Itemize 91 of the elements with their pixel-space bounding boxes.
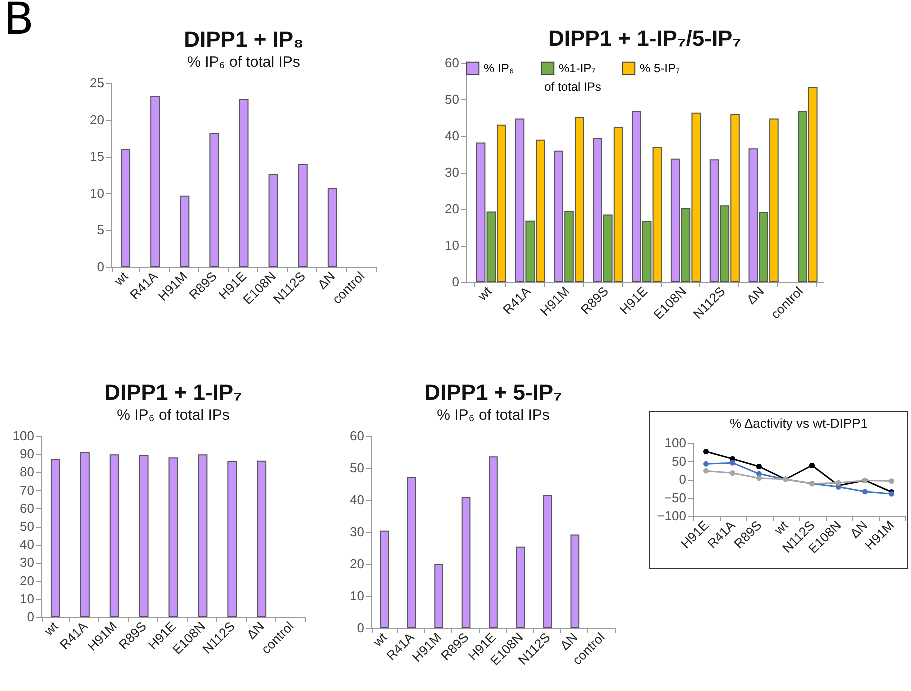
y-tick-label: 10: [20, 591, 34, 606]
y-tick-label: 40: [20, 537, 34, 552]
bar: [180, 196, 190, 268]
y-tick-label: 20: [90, 112, 104, 128]
bar: [380, 530, 390, 628]
y-tick-label: 40: [350, 492, 364, 508]
chart-title: DIPP1 + 1-IP₇: [104, 380, 242, 405]
chart-subtitle: % IP₆ of total IPs: [117, 407, 230, 424]
y-tick-label: 90: [20, 446, 34, 462]
y-tick-label: 25: [90, 76, 104, 90]
point: [756, 464, 762, 470]
x-tick-label: ΔN: [314, 268, 338, 292]
point: [836, 480, 842, 486]
point: [889, 478, 894, 484]
bar: [168, 458, 178, 618]
bar: [257, 460, 267, 618]
y-tick-label: −50: [664, 490, 686, 506]
x-tick-label: wt: [110, 268, 132, 290]
y-tick-label: 0: [357, 620, 364, 636]
bar: [110, 454, 120, 618]
bar: [239, 99, 249, 268]
y-tick-label: 60: [20, 500, 34, 516]
legend-title: of total IPs: [544, 80, 602, 94]
text: B: [4, 0, 34, 45]
bar: [570, 534, 580, 628]
x-tick-label: wt: [370, 630, 390, 650]
bar: [328, 188, 338, 268]
bar: [121, 149, 131, 268]
legend-label: % 5-IP₇: [640, 61, 680, 76]
y-tick-label: 30: [445, 165, 460, 180]
y-tick-label: 0: [97, 260, 104, 274]
bar: [210, 133, 220, 268]
point: [704, 461, 709, 467]
y-tick-label: 30: [350, 524, 364, 540]
point: [862, 489, 868, 495]
y-tick-label: 60: [445, 56, 460, 70]
y-tick-label: 30: [20, 555, 34, 570]
point: [730, 460, 736, 466]
bar: [298, 164, 308, 268]
point: [730, 470, 736, 476]
bar: [544, 495, 552, 628]
bar: [80, 452, 90, 618]
y-tick-label: 70: [20, 482, 34, 498]
y-tick-label: 100: [664, 436, 686, 450]
bar: [489, 456, 498, 628]
point: [704, 468, 709, 474]
y-tick-label: 20: [445, 202, 460, 216]
chart-title: DIPP1 + 1-IP₇/5-IP₇: [548, 26, 742, 51]
point: [810, 462, 815, 468]
y-tick-label: 50: [20, 519, 34, 534]
x-tick-label: wt: [474, 284, 496, 304]
x-tick-label: wt: [40, 618, 62, 640]
bar: [150, 96, 160, 268]
x-tick-label: ΔN: [244, 618, 268, 642]
legend-label: %1-IP₇: [559, 61, 596, 76]
y-tick-label: 20: [350, 556, 364, 572]
y-tick-label: 5: [97, 222, 104, 238]
bar: [434, 564, 444, 628]
y-tick-label: 0: [27, 610, 34, 624]
chart-title: % Δactivity vs wt-DIPP1: [730, 416, 868, 431]
y-tick-label: 100: [12, 428, 34, 444]
x-tick-label: ΔN: [744, 284, 768, 308]
bar: [50, 459, 60, 618]
chart-title: DIPP1 + 5-IP₇: [424, 380, 562, 405]
bar: [462, 497, 471, 628]
y-tick-label: 15: [90, 149, 104, 164]
y-tick-label: 60: [350, 428, 364, 444]
y-tick-label: −100: [657, 508, 686, 524]
bar: [198, 454, 208, 618]
bar: [268, 174, 278, 268]
chart-title: DIPP1 + IP₈: [184, 27, 304, 52]
y-tick-label: 10: [90, 186, 104, 201]
bar: [228, 461, 238, 618]
y-tick-label: 0: [452, 274, 460, 290]
y-tick-label: 10: [445, 238, 460, 253]
chart-subtitle: % IP₆ of total IPs: [188, 54, 300, 71]
y-tick-label: 50: [350, 460, 364, 476]
point: [704, 449, 709, 454]
y-tick-label: 10: [350, 588, 364, 604]
bar: [407, 477, 416, 628]
y-tick-label: 40: [445, 128, 460, 144]
bar: [139, 455, 149, 618]
y-tick-label: 80: [20, 464, 34, 480]
point: [756, 476, 762, 482]
legend-label: % IP₆: [484, 61, 514, 76]
bar: [516, 546, 526, 628]
y-tick-label: 50: [445, 92, 460, 107]
chart-subtitle: % IP₆ of total IPs: [437, 407, 550, 424]
y-tick-label: 50: [672, 454, 686, 469]
y-tick-label: 0: [679, 472, 686, 487]
y-tick-label: 20: [20, 573, 34, 588]
